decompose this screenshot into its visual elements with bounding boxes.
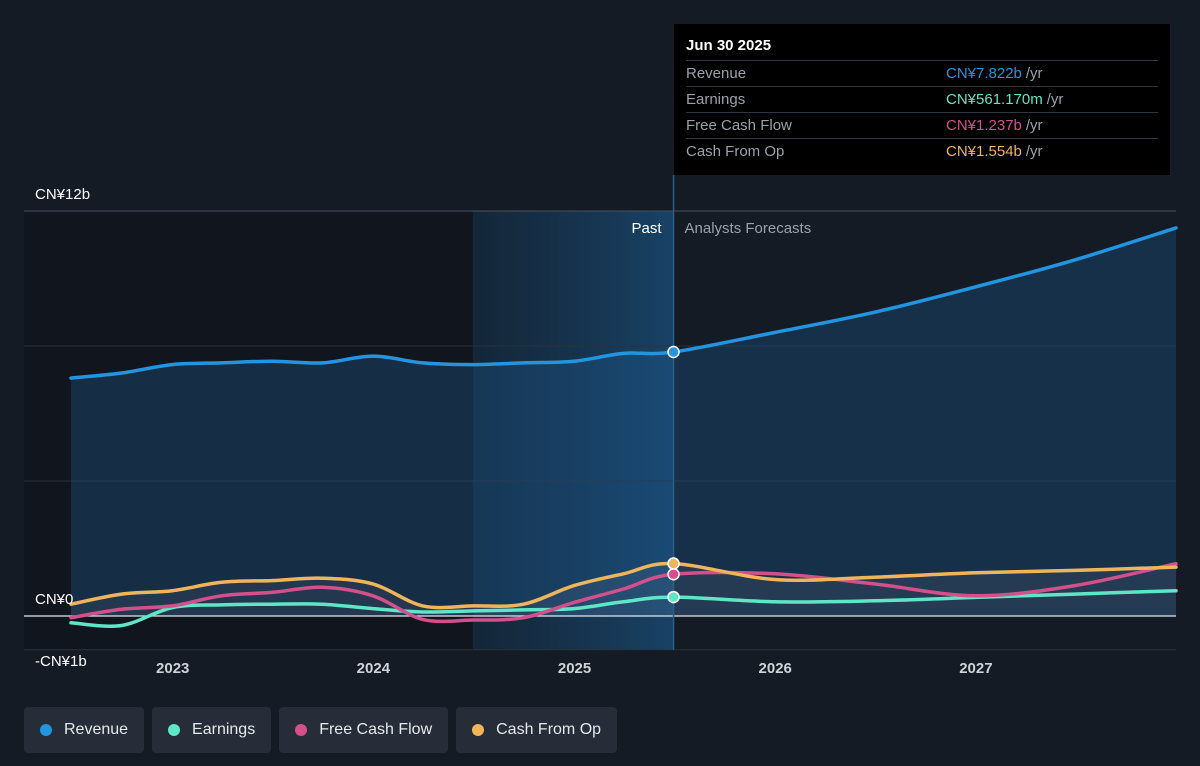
tooltip-label: Free Cash Flow — [686, 117, 792, 134]
line-chart: Past Analysts Forecasts CN¥12b CN¥0 -CN¥1b 20… — [24, 175, 1178, 677]
legend-dot-icon — [40, 724, 52, 736]
earnings-marker — [667, 590, 680, 604]
free-cash-flow-marker — [667, 568, 680, 581]
chart-legend: Revenue Earnings Free Cash Flow Cash Fro… — [24, 707, 618, 753]
legend-label: Earnings — [192, 721, 256, 738]
revenue-area — [71, 227, 1176, 616]
tooltip-label: Earnings — [686, 91, 746, 108]
tooltip-date: Jun 30 2025 — [686, 37, 772, 54]
x-tick-label: 2024 — [357, 660, 391, 677]
chart-area: Past Analysts Forecasts CN¥12b CN¥0 -CN¥1b 20… — [24, 175, 1178, 677]
forecast-label: Analysts Forecasts — [685, 220, 812, 237]
chart-tooltip: Jun 30 2025 Revenue CN¥7.822b /yr Earnin… — [674, 24, 1170, 175]
y-tick-label: -CN¥1b — [35, 653, 87, 670]
recent-highlight-region — [472, 211, 674, 650]
x-tick-label: 2025 — [558, 660, 591, 677]
x-tick-label: 2027 — [959, 660, 992, 677]
legend-dot-icon — [472, 724, 485, 736]
tooltip-value: CN¥7.822b — [946, 65, 1022, 82]
legend-dot-icon — [168, 724, 181, 736]
tooltip-value: CN¥1.237b — [946, 117, 1022, 134]
legend-item-revenue[interactable]: Revenue — [24, 707, 145, 753]
legend-label: Free Cash Flow — [319, 721, 433, 738]
free-cash-flow-line — [69, 561, 1178, 624]
legend-label: Cash From Op — [496, 721, 602, 738]
tooltip-row-cash-from-op: Cash From Op CN¥1.554b /yr — [686, 138, 1158, 164]
tooltip-value: CN¥1.554b — [946, 143, 1022, 160]
legend-label: Revenue — [64, 721, 129, 738]
cash-from-op-line — [69, 561, 1178, 610]
tooltip-row-free-cash-flow: Free Cash Flow CN¥1.237b /yr — [686, 112, 1158, 138]
cash-from-op-marker — [667, 557, 680, 570]
tooltip-value: CN¥561.170m — [946, 91, 1043, 108]
past-label: Past — [632, 220, 663, 237]
tooltip-row-revenue: Revenue CN¥7.822b /yr — [686, 60, 1158, 86]
legend-item-free-cash-flow[interactable]: Free Cash Flow — [279, 707, 449, 753]
tooltip-unit: /yr — [1025, 143, 1043, 160]
revenue-marker — [667, 345, 680, 359]
legend-dot-icon — [295, 724, 308, 736]
y-tick-label: CN¥0 — [35, 591, 73, 608]
legend-item-earnings[interactable]: Earnings — [152, 707, 272, 753]
earnings-line — [69, 588, 1178, 628]
tooltip-label: Cash From Op — [686, 143, 785, 160]
revenue-line — [69, 226, 1178, 380]
tooltip-label: Revenue — [686, 65, 747, 82]
x-tick-label: 2026 — [759, 660, 792, 677]
y-tick-label: CN¥12b — [35, 186, 90, 203]
tooltip-unit: /yr — [1046, 91, 1064, 108]
tooltip-row-earnings: Earnings CN¥561.170m /yr — [686, 86, 1158, 112]
tooltip-unit: /yr — [1025, 117, 1043, 134]
legend-item-cash-from-op[interactable]: Cash From Op — [456, 707, 618, 753]
x-tick-label: 2023 — [156, 660, 189, 677]
tooltip-unit: /yr — [1025, 65, 1043, 82]
